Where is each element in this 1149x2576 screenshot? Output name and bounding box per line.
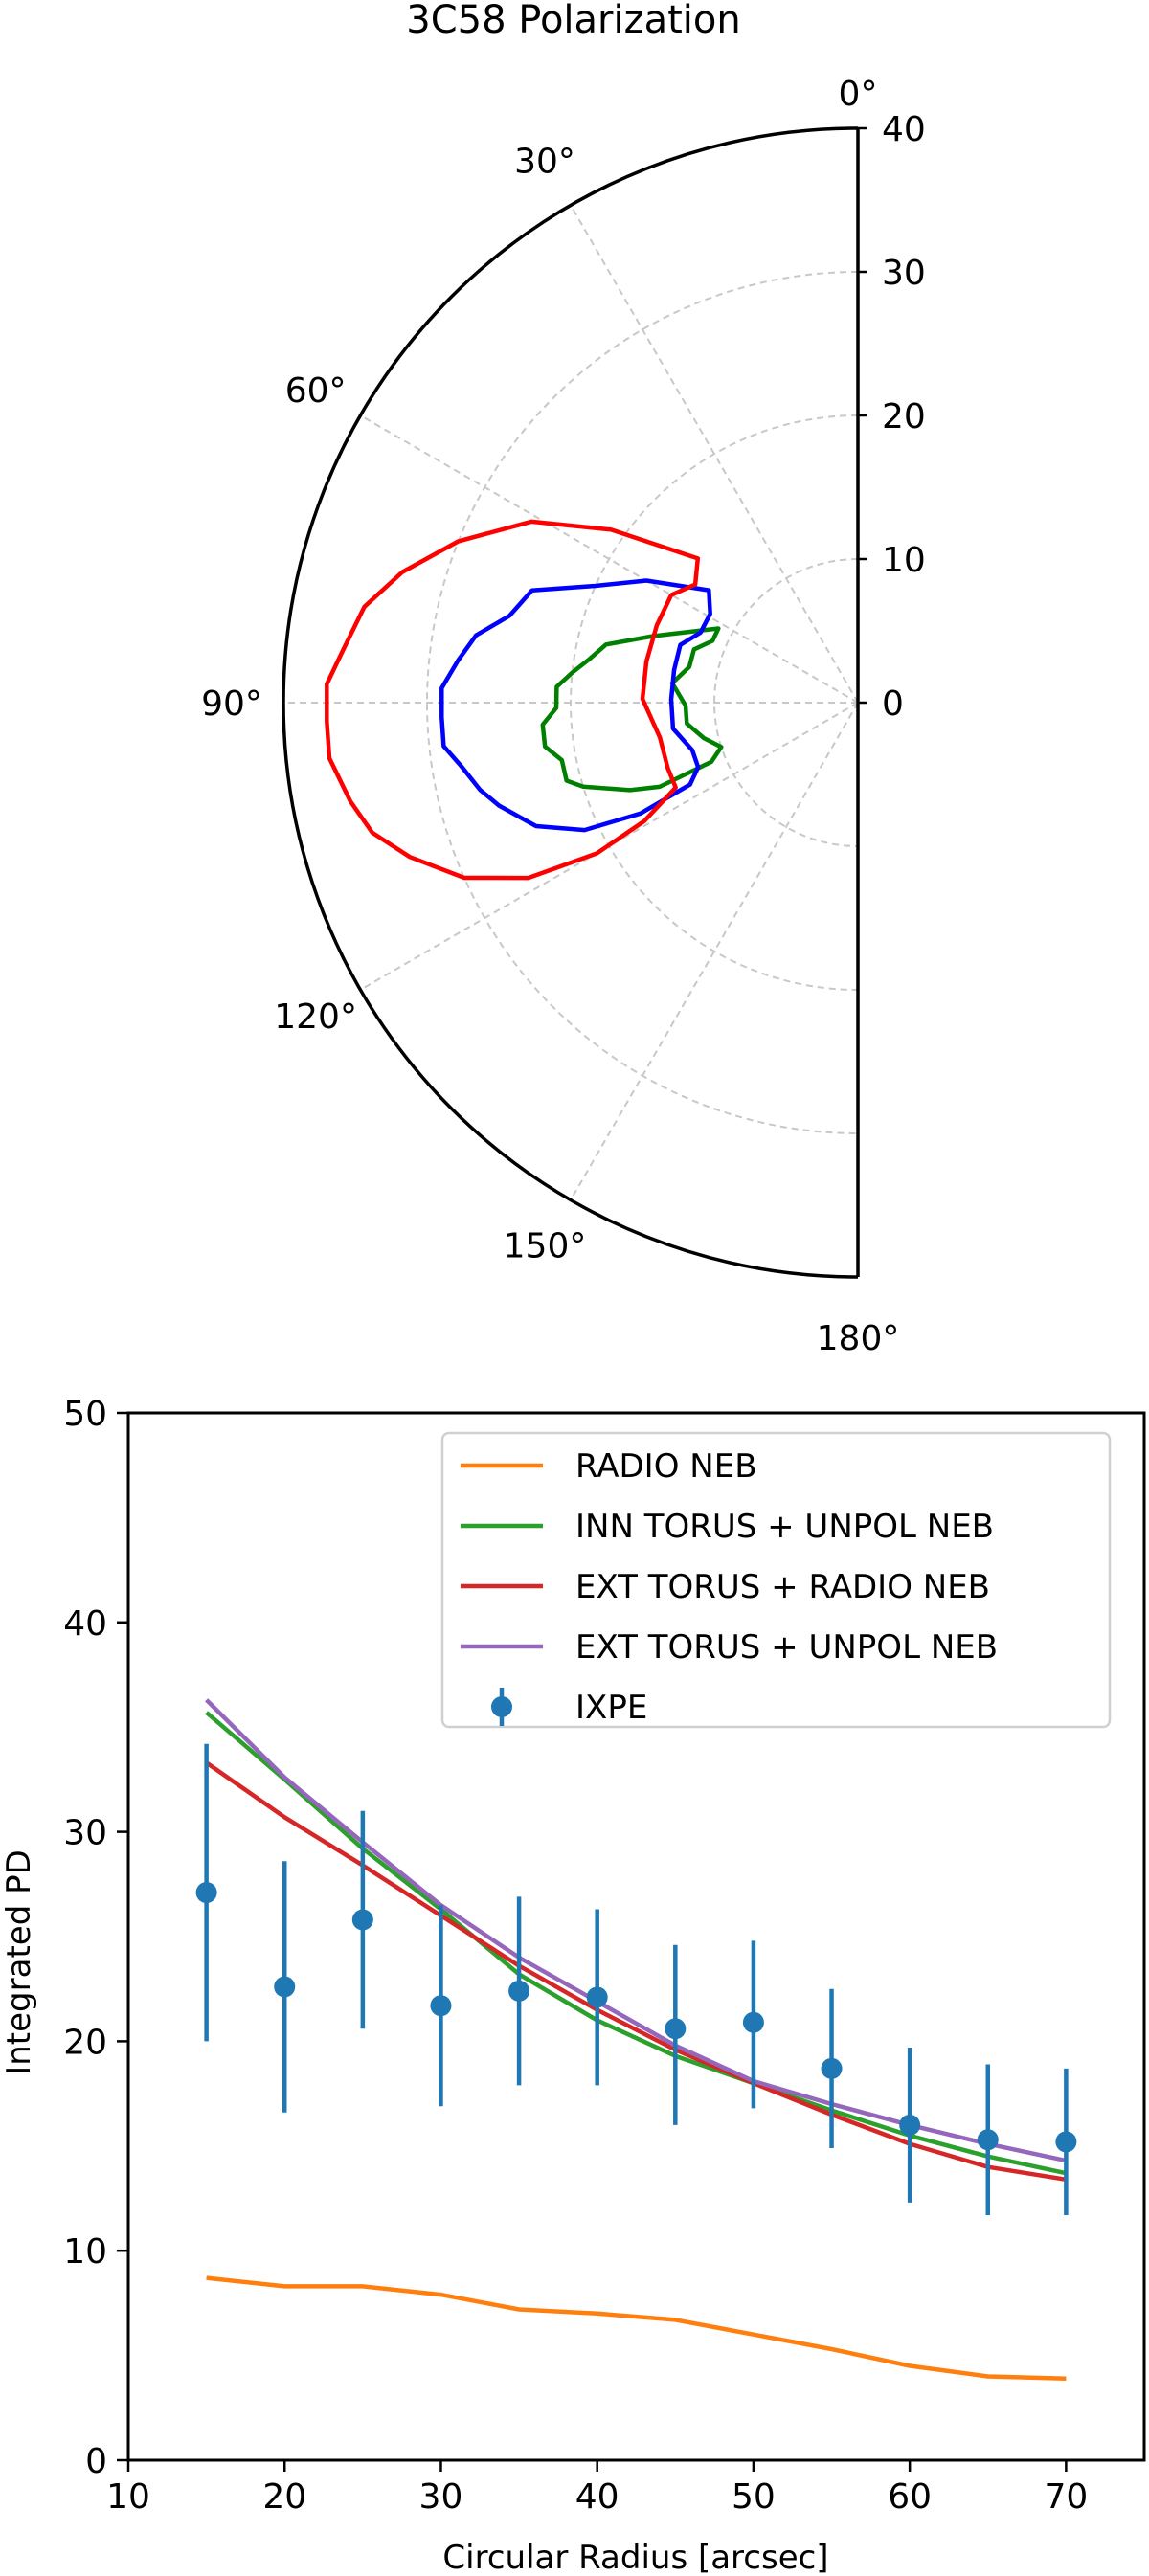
- pd-series-lines: [205, 1698, 1067, 2381]
- x-axis-label: Circular Radius [arcsec]: [442, 2539, 828, 2576]
- theta-tick-label-150: 150°: [504, 1226, 587, 1266]
- y-tick-label-40: 40: [63, 1604, 107, 1644]
- r-tick-label-30: 30: [882, 254, 926, 293]
- x-tick-label-30: 30: [419, 2477, 463, 2517]
- y-tick-label-30: 30: [63, 1814, 107, 1853]
- x-tick-label-10: 10: [106, 2477, 150, 2517]
- series-line-3: [205, 1698, 1067, 2163]
- x-tick-label-20: 20: [262, 2477, 306, 2517]
- theta-tick-label-90: 90°: [201, 684, 262, 724]
- contour-1: [439, 578, 712, 833]
- ixpe-point-5: [586, 1986, 608, 2008]
- contour-0: [540, 626, 724, 793]
- r-tick-label-0: 0: [882, 684, 904, 724]
- series-line-1: [205, 1711, 1067, 2176]
- r-tick-label-20: 20: [882, 397, 926, 437]
- polar-outer-arc: [282, 126, 859, 1279]
- theta-tick-label-120: 120°: [274, 997, 357, 1037]
- y-tick-label-50: 50: [63, 1395, 107, 1434]
- legend-label-4: IXPE: [575, 1689, 647, 1727]
- theta-tick-label-0: 0°: [839, 75, 878, 114]
- pd-ixpe-points: [195, 1743, 1077, 2216]
- x-tick-label-40: 40: [575, 2477, 620, 2517]
- ixpe-point-1: [274, 1976, 296, 1998]
- y-axis-label: Integrated PD: [0, 1849, 38, 2075]
- ixpe-point-6: [665, 2018, 687, 2040]
- ixpe-point-3: [430, 1995, 452, 2017]
- theta-tick-label-60: 60°: [285, 371, 347, 411]
- y-tick-label-0: 0: [85, 2442, 107, 2481]
- y-tick-label-10: 10: [63, 2232, 107, 2272]
- legend-label-0: RADIO NEB: [575, 1447, 757, 1486]
- legend-swatch-4: [491, 1696, 512, 1717]
- x-tick-label-60: 60: [888, 2477, 932, 2517]
- theta-gridline-60: [359, 414, 859, 704]
- pd-legend: RADIO NEB INN TORUS + UNPOL NEB EXT TORUS …: [440, 1431, 1112, 1729]
- ixpe-point-0: [195, 1882, 217, 1904]
- ixpe-point-7: [742, 2011, 764, 2033]
- r-tick-label-40: 40: [882, 110, 926, 149]
- x-tick-label-50: 50: [732, 2477, 776, 2517]
- x-tick-label-70: 70: [1044, 2477, 1088, 2517]
- polar-contours: [325, 519, 724, 881]
- ixpe-point-9: [899, 2114, 921, 2136]
- y-tick-label-20: 20: [63, 2023, 107, 2062]
- legend-label-1: INN TORUS + UNPOL NEB: [575, 1508, 994, 1546]
- ixpe-point-10: [977, 2129, 999, 2151]
- ixpe-point-4: [508, 1980, 530, 2002]
- ixpe-point-11: [1055, 2131, 1077, 2153]
- theta-tick-label-30: 30°: [514, 143, 575, 182]
- ixpe-point-8: [821, 2057, 843, 2079]
- polar-grid: [283, 204, 859, 1201]
- r-tick-label-10: 10: [882, 541, 926, 580]
- theta-gridline-30: [570, 204, 859, 704]
- legend-box: [440, 1431, 1112, 1729]
- series-line-2: [205, 1760, 1067, 2183]
- ixpe-point-2: [351, 1909, 373, 1931]
- contour-2: [325, 519, 701, 881]
- legend-label-3: EXT TORUS + UNPOL NEB: [575, 1628, 998, 1667]
- polar-chart: 3C58 Polarization 0 10 20 30 400° 30° 60° 90° 12…: [201, 0, 926, 1358]
- polar-labels: 0 10 20 30 400° 30° 60° 90° 120° 150° 180°: [201, 75, 926, 1358]
- polar-title: 3C58 Polarization: [406, 0, 740, 42]
- theta-gridline-150: [570, 702, 859, 1201]
- series-line-0: [206, 2275, 1067, 2381]
- theta-tick-label-180: 180°: [817, 1319, 900, 1358]
- r-gridline-30: [426, 271, 859, 1134]
- r-gridline-10: [713, 558, 859, 847]
- plot-frame: [126, 1411, 1146, 2462]
- legend-label-2: EXT TORUS + RADIO NEB: [575, 1568, 990, 1606]
